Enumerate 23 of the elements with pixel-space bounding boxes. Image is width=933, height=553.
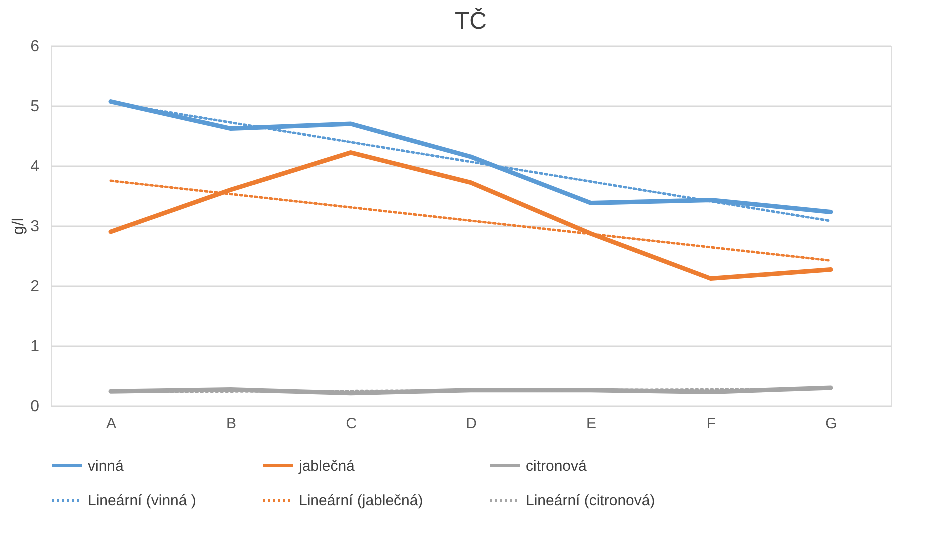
y-tick-label: 6 <box>30 38 40 56</box>
line-series <box>108 150 834 282</box>
x-tick-label: E <box>586 416 597 432</box>
y-tick-label: 5 <box>30 98 40 116</box>
x-tick-label: G <box>826 416 838 432</box>
y-axis-title: g/l <box>10 218 28 235</box>
y-tick-label: 2 <box>30 278 40 296</box>
x-tick-label: A <box>106 416 117 432</box>
chart-title: TČ <box>455 8 487 35</box>
legend-label: citronová <box>526 458 588 475</box>
legend-label: Lineární (citronová) <box>526 492 656 510</box>
y-tick-label: 4 <box>30 158 40 176</box>
x-tick-label: C <box>346 416 358 432</box>
y-tick-label: 3 <box>30 218 40 236</box>
legend-label: jablečná <box>298 458 356 475</box>
y-tick-label: 0 <box>30 398 40 416</box>
y-tick-label: 1 <box>30 338 40 356</box>
legend-label: Lineární (vinná ) <box>88 492 196 510</box>
legend-label: Lineární (jablečná) <box>299 492 424 510</box>
x-tick-label: B <box>226 416 237 432</box>
legend-label: vinná <box>88 458 125 475</box>
x-tick-label: D <box>466 416 478 432</box>
x-tick-label: F <box>706 416 716 432</box>
